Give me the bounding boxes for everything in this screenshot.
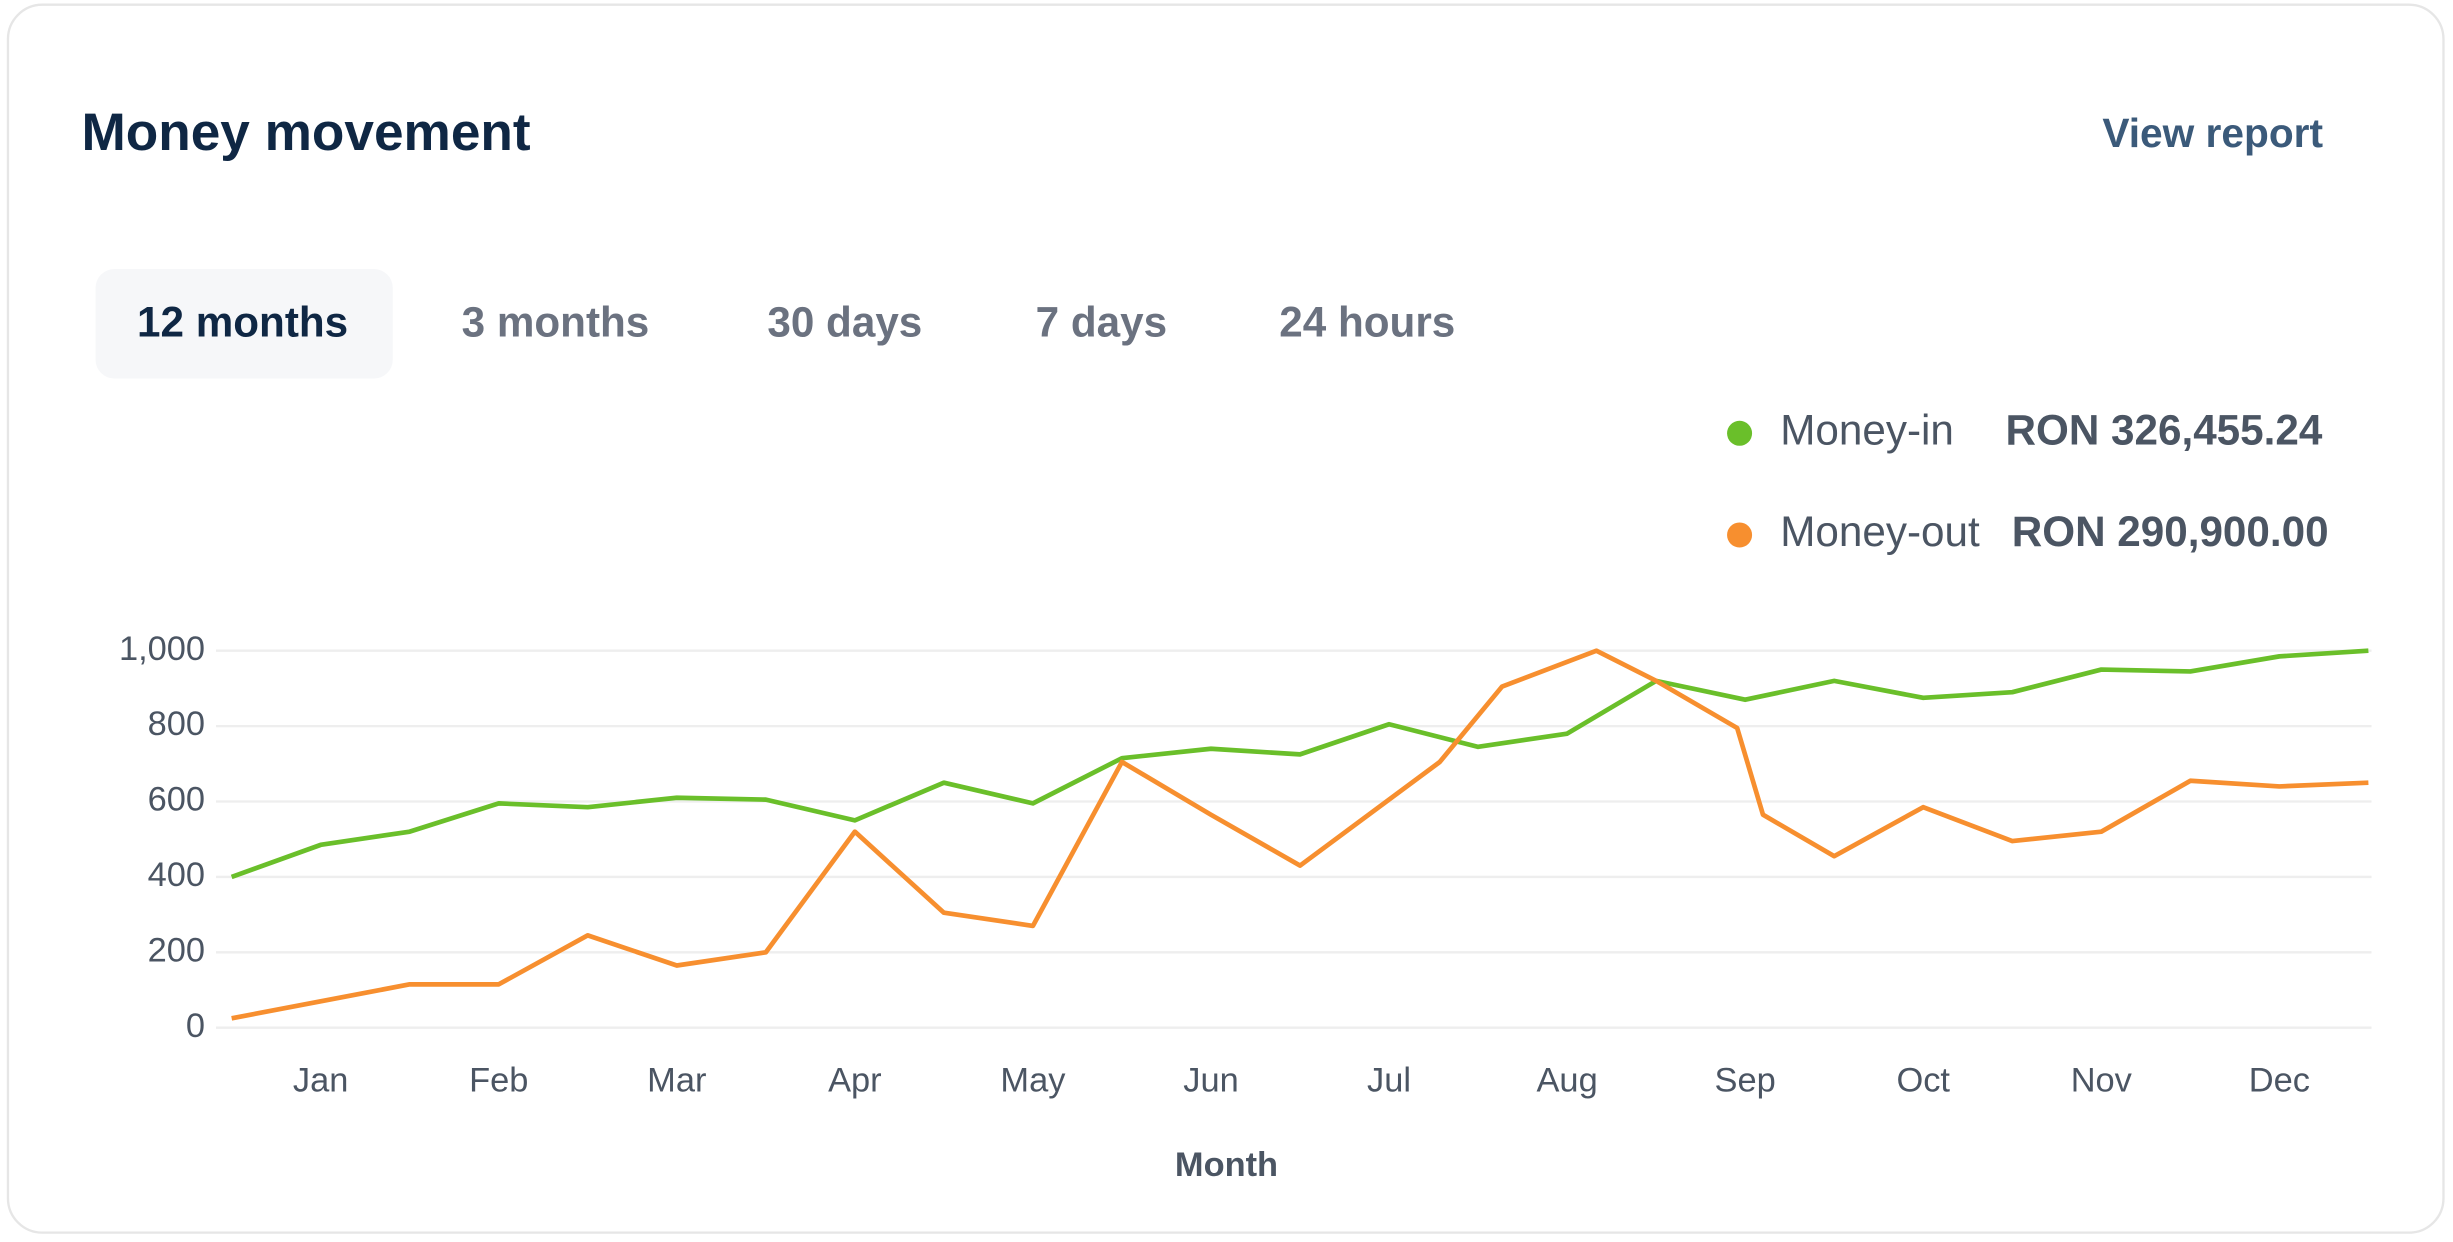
x-tick-label: Dec xyxy=(2249,1062,2310,1100)
x-tick-label: Jul xyxy=(1367,1062,1411,1100)
series-line xyxy=(230,648,2369,880)
x-tick-label: Jan xyxy=(293,1062,348,1100)
card xyxy=(6,3,2445,1234)
x-tick-label: Mar xyxy=(647,1062,706,1100)
x-tick-label: Aug xyxy=(1536,1062,1597,1100)
tab[interactable]: 24 hours xyxy=(1279,299,1455,346)
legend-dot xyxy=(1727,522,1753,548)
tab[interactable]: 12 months xyxy=(137,299,348,346)
y-tick-label: 0 xyxy=(186,1007,205,1045)
x-axis-label: Month xyxy=(1175,1146,1278,1184)
y-tick-label: 400 xyxy=(148,856,205,894)
x-tick-label: May xyxy=(1000,1062,1066,1100)
legend-total: RON 326,455.24 xyxy=(2005,406,2322,453)
tab[interactable]: 30 days xyxy=(767,299,922,346)
series-line xyxy=(231,648,2369,1021)
x-tick-label: Sep xyxy=(1715,1062,1776,1100)
legend-name: Money-out xyxy=(1780,508,1980,555)
x-tick-label: Oct xyxy=(1896,1062,1950,1100)
active-tab-background xyxy=(95,269,393,379)
view-report-link[interactable]: View report xyxy=(2102,110,2323,156)
x-tick-label: Nov xyxy=(2071,1062,2133,1100)
y-tick-label: 200 xyxy=(148,931,205,969)
legend-total: RON 290,900.00 xyxy=(2012,508,2329,555)
x-tick-label: Jun xyxy=(1183,1062,1238,1100)
y-tick-label: 600 xyxy=(148,781,205,819)
legend-dot xyxy=(1727,420,1753,446)
x-tick-label: Apr xyxy=(828,1062,882,1100)
y-tick-label: 1,000 xyxy=(119,630,205,668)
x-tick-label: Feb xyxy=(469,1062,528,1100)
card-title: Money movement xyxy=(81,103,530,162)
tab[interactable]: 7 days xyxy=(1036,299,1167,346)
tab[interactable]: 3 months xyxy=(462,299,650,346)
legend-name: Money-in xyxy=(1780,406,1954,453)
y-tick-label: 800 xyxy=(148,705,205,743)
